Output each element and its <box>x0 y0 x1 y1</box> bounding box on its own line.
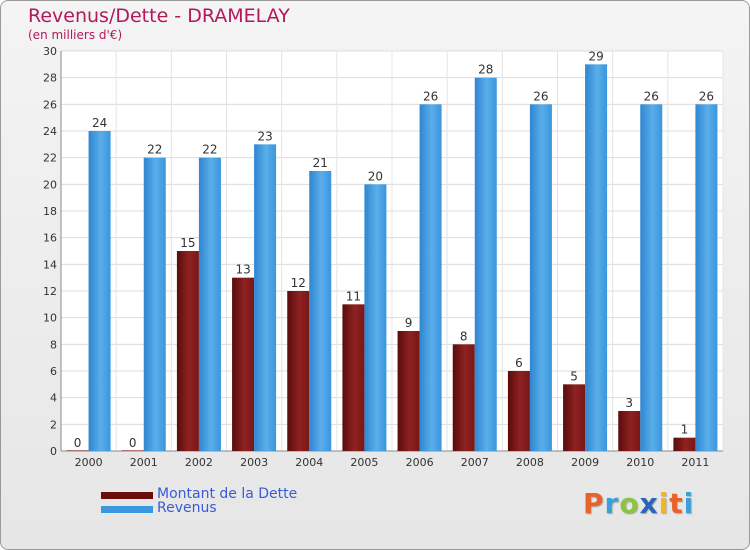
bar-dette <box>287 291 310 451</box>
data-label-dette: 3 <box>625 396 633 410</box>
data-label-dette: 12 <box>291 276 306 290</box>
x-tick-label: 2009 <box>571 456 599 469</box>
bar-revenus <box>143 157 166 451</box>
logo-letter: x <box>639 487 659 520</box>
bar-dette <box>232 277 255 451</box>
y-tick-label: 18 <box>43 205 57 218</box>
bar-dette <box>66 450 89 451</box>
bar-revenus <box>640 104 663 451</box>
data-label-revenus: 21 <box>313 156 328 170</box>
y-tick-label: 20 <box>43 178 57 191</box>
data-label-revenus: 23 <box>257 129 272 143</box>
bar-revenus <box>254 144 277 452</box>
bar-dette <box>673 437 696 451</box>
logo-letter: t <box>669 487 684 520</box>
bar-dette <box>618 411 641 451</box>
logo-letter: o <box>619 487 640 520</box>
y-tick-label: 12 <box>43 285 57 298</box>
data-label-dette: 15 <box>180 236 195 250</box>
bar-revenus <box>364 184 387 452</box>
chart-title: Revenus/Dette - DRAMELAY <box>28 5 290 27</box>
legend-label-debt: Montant de la Dette <box>157 486 298 502</box>
data-label-revenus: 26 <box>699 89 714 103</box>
logo-letter: i <box>683 487 695 520</box>
proxiti-logo: Proxiti <box>583 487 694 520</box>
y-tick-label: 8 <box>50 338 57 351</box>
logo-letter: r <box>604 487 620 520</box>
x-tick-label: 2003 <box>240 456 268 469</box>
x-tick-label: 2000 <box>75 456 103 469</box>
bar-dette <box>563 384 586 451</box>
y-tick-label: 4 <box>50 392 57 405</box>
y-tick-label: 10 <box>43 312 57 325</box>
bar-revenus <box>585 64 608 452</box>
y-tick-label: 28 <box>43 72 57 85</box>
bar-revenus <box>88 131 111 451</box>
y-tick-label: 16 <box>43 232 57 245</box>
bar-dette <box>176 251 199 451</box>
data-label-dette: 1 <box>681 423 689 437</box>
y-tick-label: 24 <box>43 125 57 138</box>
data-label-revenus: 26 <box>423 89 438 103</box>
data-label-revenus: 20 <box>368 169 383 183</box>
data-label-revenus: 22 <box>202 143 217 157</box>
data-label-dette: 8 <box>460 329 468 343</box>
logo-letter: i <box>658 487 670 520</box>
bar-revenus <box>529 104 552 451</box>
bar-dette <box>507 371 530 451</box>
data-label-revenus: 24 <box>92 116 107 130</box>
data-label-revenus: 22 <box>147 143 162 157</box>
chart-subtitle: (en milliers d'€) <box>28 28 123 42</box>
logo-letter: P <box>583 487 605 520</box>
data-label-revenus: 28 <box>478 63 493 77</box>
legend-swatch-revenus <box>101 506 153 513</box>
data-label-revenus: 26 <box>533 89 548 103</box>
y-tick-label: 30 <box>43 45 57 58</box>
x-tick-label: 2011 <box>681 456 709 469</box>
data-label-dette: 6 <box>515 356 523 370</box>
bar-revenus <box>198 157 221 451</box>
y-tick-label: 14 <box>43 258 57 271</box>
legend-swatch-debt <box>101 492 153 499</box>
bar-revenus <box>419 104 442 451</box>
x-tick-label: 2001 <box>130 456 158 469</box>
y-tick-label: 0 <box>50 445 57 458</box>
x-tick-label: 2010 <box>626 456 654 469</box>
bar-dette <box>342 304 365 451</box>
bar-revenus <box>695 104 718 451</box>
x-tick-label: 2006 <box>406 456 434 469</box>
data-label-dette: 0 <box>129 436 137 450</box>
y-tick-label: 26 <box>43 98 57 111</box>
bar-revenus <box>474 77 497 452</box>
data-label-revenus: 26 <box>644 89 659 103</box>
x-tick-label: 2004 <box>295 456 323 469</box>
data-label-dette: 0 <box>74 436 82 450</box>
data-label-dette: 11 <box>346 289 361 303</box>
y-tick-label: 22 <box>43 152 57 165</box>
bar-revenus <box>309 171 332 451</box>
data-label-revenus: 29 <box>588 49 603 63</box>
bar-dette <box>397 331 420 451</box>
data-label-dette: 13 <box>235 263 250 277</box>
data-label-dette: 9 <box>405 316 413 330</box>
x-tick-label: 2002 <box>185 456 213 469</box>
y-tick-label: 2 <box>50 418 57 431</box>
x-tick-label: 2007 <box>461 456 489 469</box>
y-tick-label: 6 <box>50 365 57 378</box>
data-label-dette: 5 <box>570 369 578 383</box>
bar-dette <box>452 344 475 451</box>
x-tick-label: 2005 <box>350 456 378 469</box>
bar-dette <box>121 450 144 451</box>
legend-label-revenus: Revenus <box>157 500 217 516</box>
x-tick-label: 2008 <box>516 456 544 469</box>
